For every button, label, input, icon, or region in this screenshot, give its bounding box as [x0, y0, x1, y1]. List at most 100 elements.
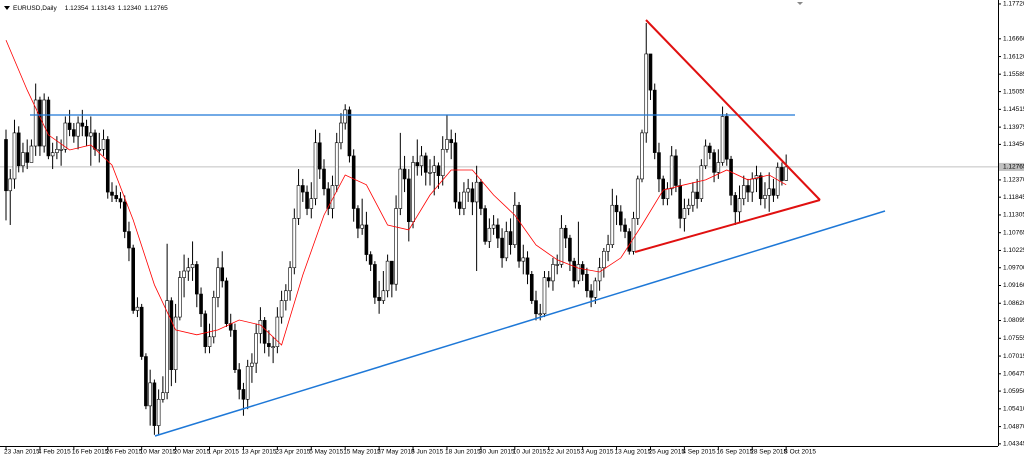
candle-body: [555, 264, 560, 266]
candle-body: [178, 277, 182, 318]
candle-body: [4, 139, 8, 192]
candle-body: [576, 264, 581, 282]
x-tick-label: 4 Feb 2015: [38, 449, 71, 456]
candle-body: [186, 267, 191, 272]
y-tick-label: 1.11845: [1003, 194, 1024, 201]
candle-body: [470, 188, 475, 203]
candle-body: [542, 277, 547, 315]
candle-body: [59, 149, 63, 151]
candle-body: [678, 185, 682, 219]
x-tick-label: 10 Mar 2015: [140, 449, 177, 456]
candle-body: [267, 343, 271, 347]
candle-body: [296, 185, 301, 219]
candle-body: [517, 204, 521, 262]
candle-body: [165, 300, 169, 394]
candle-body: [347, 109, 352, 157]
candle-body: [25, 152, 30, 163]
y-tick-label: 1.12370: [1003, 177, 1024, 184]
candle-body: [131, 247, 135, 311]
x-tick-label: 18 Jun 2015: [445, 449, 481, 456]
candle-body: [38, 99, 42, 147]
candle-body: [695, 191, 699, 199]
candle-body: [385, 260, 390, 292]
drawings: [30, 2, 886, 437]
y-tick-label: 1.16120: [1003, 53, 1024, 60]
candle-body: [512, 204, 517, 246]
candle-body: [402, 168, 407, 180]
candle-body: [411, 162, 415, 222]
candle-body: [360, 224, 364, 229]
moving-average: [5, 39, 787, 346]
candle-body: [563, 227, 568, 239]
candle-body: [614, 204, 619, 213]
candle-body: [224, 280, 229, 324]
candle-body: [508, 231, 513, 246]
y-tick-label: 1.16660: [1003, 36, 1024, 43]
candle-body: [322, 168, 326, 190]
candle-body: [351, 155, 356, 209]
x-tick-label: 30 Jun 2015: [479, 449, 515, 456]
candle-body: [63, 122, 68, 150]
candle-body: [737, 198, 742, 213]
candle-body: [733, 195, 738, 213]
y-tick-label: 1.05950: [1003, 388, 1024, 395]
candle-body: [568, 237, 572, 262]
current-price-box: [999, 162, 1024, 171]
candle-body: [741, 185, 746, 199]
y-tick-label: 1.08620: [1003, 300, 1024, 307]
candle-body: [182, 270, 186, 278]
candle-body: [245, 366, 250, 400]
candle-body: [80, 122, 85, 127]
x-tick-label: 27 May 2015: [377, 449, 415, 456]
candle-body: [55, 149, 59, 153]
candle-body: [712, 152, 716, 173]
x-tick-label: 22 Jul 2015: [547, 449, 581, 456]
candle-body: [529, 274, 534, 301]
y-tick-label: 1.09700: [1003, 264, 1024, 271]
candle-body: [623, 224, 627, 232]
candle-body: [377, 297, 381, 301]
candle-body: [491, 224, 496, 229]
candle-body: [644, 53, 649, 134]
y-tick-label: 1.10765: [1003, 229, 1024, 236]
candle-body: [101, 139, 106, 150]
candle-body: [708, 145, 712, 153]
candle-body: [466, 188, 470, 193]
y-tick-label: 1.04870: [1003, 423, 1024, 430]
header-value: 1.12765: [144, 5, 168, 12]
candle-body: [398, 168, 403, 209]
x-tick-label: 25 Aug 2015: [648, 449, 685, 456]
candle-body: [284, 290, 288, 301]
candle-body: [504, 231, 509, 259]
candle-body: [139, 306, 144, 357]
candle-body: [432, 165, 437, 173]
candle-body: [682, 208, 687, 219]
candle-body: [364, 224, 369, 255]
candle-body: [300, 185, 305, 193]
header-value: 1.12354: [65, 5, 89, 12]
candle-body: [211, 297, 216, 338]
y-tick-label: 1.15585: [1003, 71, 1024, 78]
candle-body: [207, 336, 212, 347]
candle-body: [546, 277, 551, 282]
candle-body: [483, 208, 487, 242]
candle-body: [699, 165, 704, 199]
candle-body: [746, 185, 750, 193]
candle-body: [428, 172, 432, 174]
candle-body: [500, 237, 504, 259]
candle-body: [453, 142, 458, 203]
candle-body: [606, 244, 610, 252]
candle-body: [775, 167, 780, 196]
candle-body: [589, 290, 593, 298]
candle-body: [652, 89, 657, 153]
candle-body: [657, 152, 661, 180]
header-value: 1.12340: [118, 5, 142, 12]
candle-body: [593, 280, 598, 298]
candle-body: [597, 267, 602, 282]
candle-body: [356, 208, 360, 229]
candle-body: [110, 191, 114, 196]
candle-body: [190, 264, 195, 269]
candle-body: [144, 356, 148, 407]
candle-body: [521, 257, 526, 262]
